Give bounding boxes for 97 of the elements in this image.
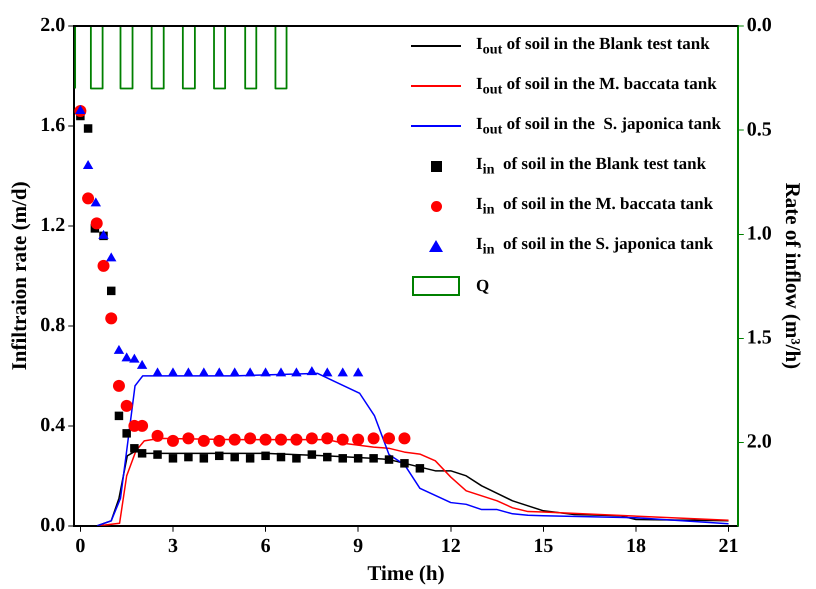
point <box>129 354 140 363</box>
point <box>416 464 424 473</box>
x-tick-label: 6 <box>260 534 271 557</box>
point <box>214 367 224 376</box>
x-tick-label: 15 <box>533 534 554 557</box>
point <box>105 312 118 324</box>
point <box>244 432 256 444</box>
point <box>323 452 332 462</box>
point <box>122 429 131 438</box>
x-tick-label: 0 <box>75 534 86 557</box>
point <box>183 367 194 376</box>
point <box>114 344 124 354</box>
point <box>306 432 318 444</box>
point <box>230 367 240 376</box>
x-tick-label: 9 <box>353 534 364 557</box>
point <box>321 432 334 444</box>
point <box>114 412 124 420</box>
point <box>352 367 364 376</box>
y-tick-label: 1.6 <box>40 114 66 136</box>
point <box>400 459 409 468</box>
point <box>82 160 94 169</box>
y-tick-label: 2.0 <box>40 14 66 36</box>
legend-label: I$_{in}$ of soil in the S. japonica tank <box>476 234 714 258</box>
point <box>292 454 301 463</box>
point <box>338 367 348 376</box>
point <box>338 454 347 463</box>
point <box>130 444 139 453</box>
legend-label: Q <box>476 276 490 296</box>
point <box>168 454 178 463</box>
x-tick-label: 12 <box>440 534 461 557</box>
point <box>75 104 86 114</box>
point <box>198 434 210 447</box>
y-tick-label: 1.2 <box>40 214 66 236</box>
point <box>260 367 271 376</box>
point <box>246 454 254 463</box>
y-tick-label: 0.4 <box>40 414 66 436</box>
point <box>166 434 179 447</box>
x-tick-label: 21 <box>718 534 739 557</box>
point <box>82 192 94 204</box>
point <box>98 260 110 272</box>
point <box>153 450 162 459</box>
legend-label: I$_{in}$ of soil in the M. baccata tank <box>476 194 714 218</box>
legend-label: I$_{out}$ of soil in the Blank test tank <box>476 34 710 58</box>
x-tick-label: 18 <box>626 534 646 557</box>
point <box>184 452 193 462</box>
point <box>261 452 270 460</box>
point <box>136 360 148 369</box>
y2-tick-label: 1.0 <box>746 222 772 244</box>
legend-label: I$_{out}$ of soil in the M. baccata tank <box>476 74 717 98</box>
point <box>274 434 287 446</box>
y2-tick-label: 0.5 <box>746 118 772 140</box>
point <box>112 380 125 392</box>
point <box>369 454 378 463</box>
x-axis-title: Time (h) <box>367 560 445 585</box>
y-tick-label: 0.0 <box>40 514 66 536</box>
point <box>200 454 208 463</box>
point <box>336 434 349 446</box>
point <box>244 367 256 376</box>
point <box>230 452 239 462</box>
point <box>368 432 380 444</box>
point <box>308 450 316 459</box>
point <box>352 434 364 446</box>
point <box>354 454 362 463</box>
point <box>383 432 396 444</box>
point <box>168 367 178 376</box>
y2-tick-label: 0.0 <box>746 14 772 36</box>
point <box>138 449 146 458</box>
point <box>398 432 410 444</box>
point <box>90 217 103 230</box>
point <box>152 367 163 376</box>
y2-tick-label: 2.0 <box>746 430 772 453</box>
point <box>228 434 241 446</box>
point <box>152 430 164 442</box>
point <box>384 455 394 464</box>
point <box>290 434 302 446</box>
y-axis-title: Infiltraion rate (m/d) <box>7 181 32 370</box>
point <box>291 367 302 376</box>
y2-axis-title: Rate of inflow (m³/h) <box>780 182 805 370</box>
point <box>90 197 101 206</box>
point <box>322 367 332 376</box>
y-tick-label: 0.8 <box>40 314 66 336</box>
point <box>198 367 210 376</box>
point <box>276 452 286 462</box>
point <box>106 252 116 262</box>
point <box>260 434 272 446</box>
legend-label: I$_{out}$ of soil in the S. japonica tank <box>476 114 721 138</box>
point <box>121 352 132 362</box>
point <box>182 432 194 444</box>
y2-tick-label: 1.5 <box>746 326 772 349</box>
x-tick-label: 3 <box>168 534 178 557</box>
legend-label: I$_{in}$ of soil in the Blank test tank <box>476 154 706 178</box>
point <box>120 400 133 412</box>
point <box>106 286 116 296</box>
point <box>215 452 224 460</box>
point <box>213 434 226 447</box>
point <box>306 366 318 376</box>
point <box>276 367 286 376</box>
